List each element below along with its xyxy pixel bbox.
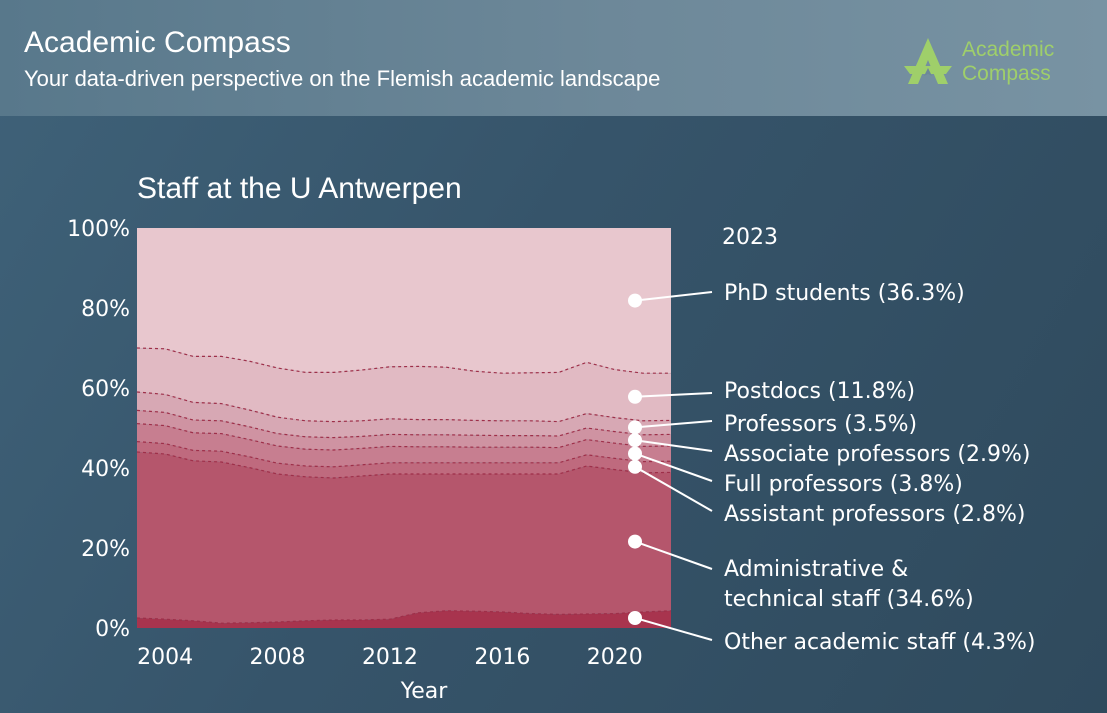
area-professors (137, 392, 671, 438)
series-dot (628, 420, 642, 435)
leader-line (634, 291, 713, 302)
series-label: Associate professors (2.9%) (724, 442, 1031, 467)
leader-line (634, 540, 713, 570)
area-other-academic-staff (137, 610, 671, 628)
y-axis: 0% 20% 40% 60% 80% 100% (67, 217, 130, 642)
series-labels: Other academic staff (4.3%) Administrativ… (628, 281, 1035, 655)
leader-line (634, 617, 713, 641)
area-postdocs (137, 348, 671, 422)
series-dot (628, 446, 642, 461)
series-label: Other academic staff (4.3%) (724, 630, 1035, 655)
y-tick-label: 60% (81, 377, 130, 402)
series-dot (628, 433, 642, 448)
leader-line (634, 439, 713, 452)
compass-a-icon (904, 38, 952, 84)
boundary-line (136, 391, 672, 423)
series-dot (628, 534, 642, 549)
series-label: Administrative & technical staff (34.6%) (724, 557, 974, 612)
y-tick-label: 0% (95, 617, 130, 642)
area-administrative-technical-staff (137, 452, 671, 624)
chart-title: Staff at the U Antwerpen (137, 172, 462, 205)
leader-line (634, 452, 713, 482)
series-label: Assistant professors (2.8%) (724, 502, 1025, 527)
boundary-line (136, 347, 671, 374)
leader-line (634, 465, 713, 512)
x-tick-label: 2004 (137, 645, 193, 670)
y-tick-label: 100% (67, 217, 130, 242)
series-label: Postdocs (11.8%) (724, 379, 915, 404)
x-tick-label: 2016 (474, 645, 530, 670)
logo-text: Academic Compass (962, 38, 1055, 85)
series-label: PhD students (36.3%) (724, 281, 965, 306)
area-layers (137, 228, 671, 628)
area-assistant-professors (137, 441, 671, 478)
series-label: Full professors (3.8%) (724, 472, 963, 497)
header-banner: Academic Compass Your data-driven perspe… (0, 0, 1107, 116)
area-phd-students (137, 228, 671, 374)
y-tick-label: 80% (81, 297, 130, 322)
series-dot (628, 293, 642, 308)
x-tick-label: 2008 (250, 645, 306, 670)
y-tick-label: 20% (81, 537, 130, 562)
app-subtitle: Your data-driven perspective on the Flem… (24, 66, 661, 91)
x-tick-label: 2012 (362, 645, 418, 670)
x-axis-label: Year (400, 679, 449, 704)
series-dot (628, 459, 642, 474)
x-axis: 2004 2008 2012 2016 2020 (137, 645, 643, 670)
x-tick-label: 2020 (587, 645, 643, 670)
area-full-professors (137, 423, 671, 467)
area-associate-professors (137, 410, 671, 450)
boundary-line (136, 423, 672, 451)
series-dot (628, 611, 642, 625)
annotation-year: 2023 (722, 225, 778, 250)
app-title: Academic Compass (24, 26, 291, 59)
boundary-lines (136, 347, 672, 624)
academic-compass-logo: Academic Compass (900, 34, 1090, 94)
boundary-line (136, 610, 672, 624)
leader-line (634, 392, 713, 398)
boundary-line (136, 409, 672, 439)
y-tick-label: 40% (81, 457, 130, 482)
leader-line (634, 420, 713, 429)
series-label: Professors (3.5%) (724, 412, 917, 437)
series-dot (628, 389, 642, 404)
